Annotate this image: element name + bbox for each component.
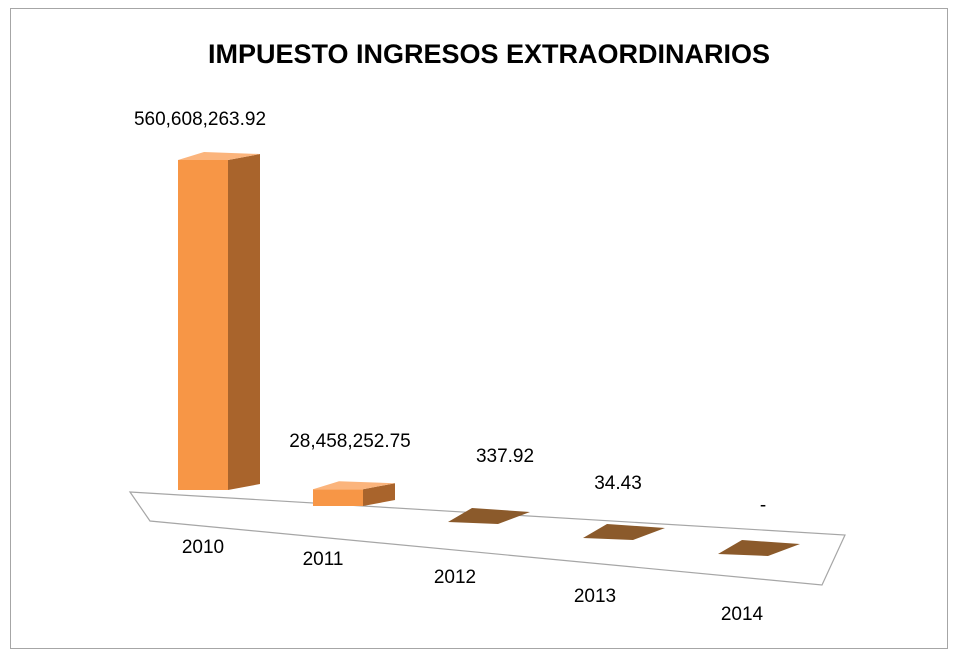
bar-front [178, 160, 228, 490]
bar-front [313, 489, 363, 506]
bar-side [363, 483, 395, 506]
bar [583, 524, 665, 540]
x-tick-label: 2010 [182, 537, 224, 558]
bar [718, 540, 800, 556]
value-label: 28,458,252.75 [289, 431, 411, 452]
floor [128, 491, 846, 586]
bar-slab [718, 540, 800, 556]
bar [178, 152, 260, 490]
bar-slab [583, 524, 665, 540]
x-tick-label: 2011 [303, 549, 344, 570]
bar-top [313, 481, 395, 490]
value-label: 337.92 [476, 446, 534, 467]
bar [313, 481, 395, 506]
bar-slab [448, 508, 530, 524]
x-tick-label: 2013 [574, 586, 616, 607]
x-tick-label: 2014 [721, 604, 764, 625]
value-label: - [760, 495, 766, 516]
bar-top [178, 152, 260, 160]
value-label: 560,608,263.92 [134, 109, 266, 130]
bar-side [228, 154, 260, 490]
bar [448, 508, 530, 524]
chart-title: IMPUESTO INGRESOS EXTRAORDINARIOS [208, 39, 770, 69]
value-label: 34.43 [594, 473, 642, 494]
x-tick-label: 2012 [434, 567, 476, 588]
